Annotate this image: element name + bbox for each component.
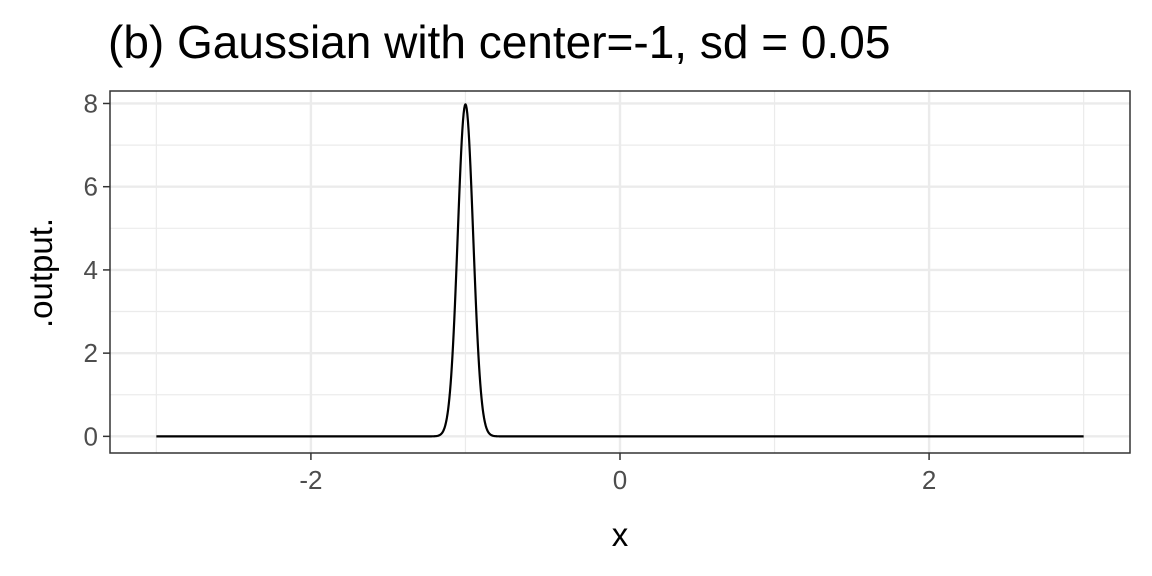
series-layer: [155, 103, 1085, 438]
y-tick-label: 2: [84, 338, 98, 368]
x-tick-label: 2: [922, 465, 936, 495]
chart-title: (b) Gaussian with center=-1, sd = 0.05: [108, 16, 890, 68]
y-tick-label: 6: [84, 172, 98, 202]
y-tick-label: 4: [84, 255, 98, 285]
y-tick-label: 0: [84, 421, 98, 451]
gaussian-curve: [155, 103, 1085, 438]
y-tick-label: 8: [84, 88, 98, 118]
x-axis-title: x: [612, 516, 629, 553]
axis-ticks: -2 0 2 0 2 4 6 8: [84, 88, 937, 495]
grid-lines: [110, 91, 1130, 453]
y-axis-title: .output.: [22, 218, 59, 328]
x-tick-label: 0: [613, 465, 627, 495]
x-tick-label: -2: [299, 465, 322, 495]
